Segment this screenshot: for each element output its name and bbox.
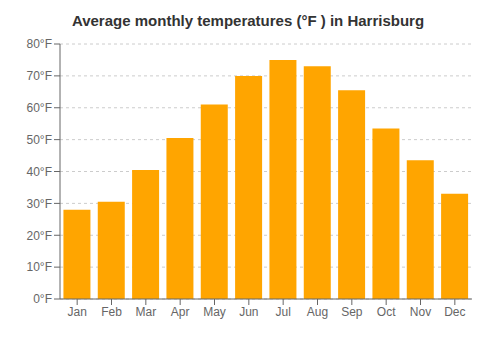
svg-text:Jun: Jun <box>239 305 258 319</box>
svg-text:Jan: Jan <box>67 305 86 319</box>
svg-text:10°F: 10°F <box>27 260 52 274</box>
svg-text:Sep: Sep <box>341 305 363 319</box>
svg-text:Jul: Jul <box>275 305 290 319</box>
svg-text:20°F: 20°F <box>27 229 52 243</box>
svg-text:Mar: Mar <box>135 305 156 319</box>
svg-text:80°F: 80°F <box>27 37 52 51</box>
svg-text:Oct: Oct <box>377 305 396 319</box>
svg-text:70°F: 70°F <box>27 69 52 83</box>
svg-text:60°F: 60°F <box>27 101 52 115</box>
svg-text:Feb: Feb <box>101 305 122 319</box>
svg-text:May: May <box>203 305 226 319</box>
svg-text:Apr: Apr <box>171 305 190 319</box>
svg-text:30°F: 30°F <box>27 197 52 211</box>
svg-text:50°F: 50°F <box>27 133 52 147</box>
svg-text:Aug: Aug <box>307 305 328 319</box>
svg-text:Nov: Nov <box>410 305 431 319</box>
svg-text:0°F: 0°F <box>33 292 52 306</box>
svg-text:Dec: Dec <box>444 305 465 319</box>
html-text:Average monthly temperatures (: Average monthly temperatures (°F ) in Ha… <box>71 12 425 29</box>
svg-text:40°F: 40°F <box>27 165 52 179</box>
